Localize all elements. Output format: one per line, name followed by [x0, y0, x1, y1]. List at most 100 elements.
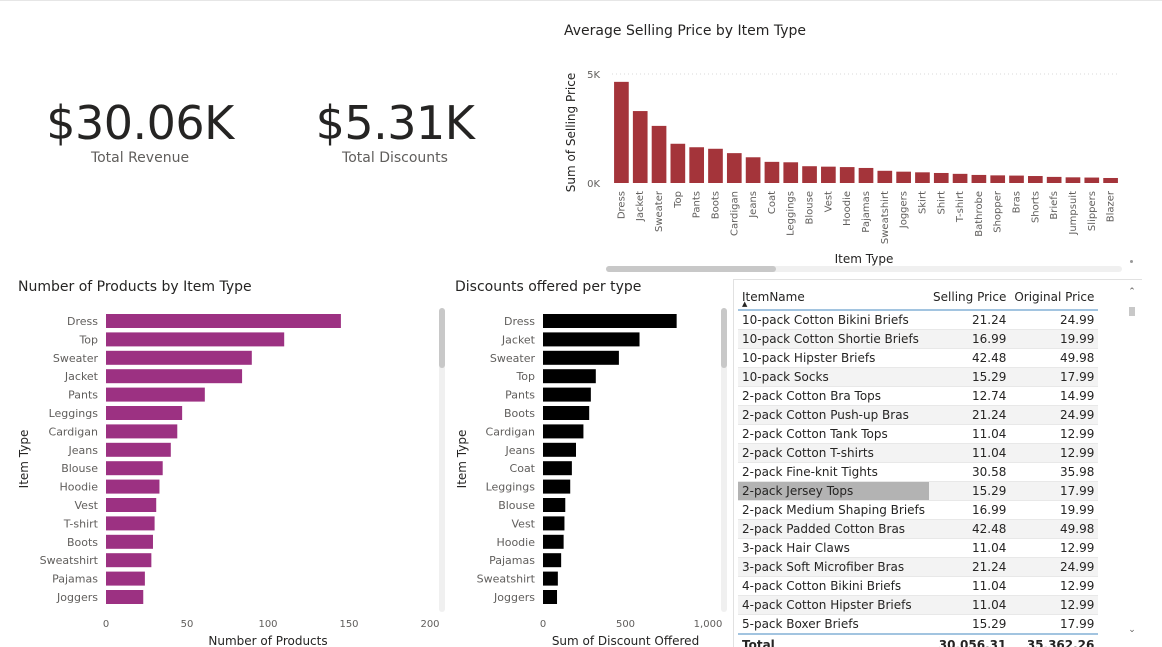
- bar[interactable]: [543, 479, 571, 494]
- bar[interactable]: [990, 175, 1006, 183]
- cell-selling-price: 42.48: [929, 519, 1011, 539]
- table-row[interactable]: 10-pack Socks 15.29 17.99: [738, 367, 1099, 387]
- bar[interactable]: [543, 498, 566, 512]
- bar[interactable]: [106, 479, 160, 494]
- table-row[interactable]: 2-pack Cotton Bra Tops 12.74 14.99: [738, 386, 1099, 406]
- bar[interactable]: [106, 350, 252, 365]
- bar[interactable]: [670, 143, 686, 183]
- scroll-up-icon[interactable]: ⌃: [1128, 287, 1136, 297]
- bar[interactable]: [543, 461, 572, 476]
- bar[interactable]: [106, 534, 153, 549]
- bar[interactable]: [106, 553, 152, 568]
- bar[interactable]: [106, 590, 144, 604]
- bar[interactable]: [933, 172, 949, 183]
- bar[interactable]: [543, 442, 576, 457]
- table-row[interactable]: 2-pack Jersey Tops 15.29 17.99: [738, 481, 1099, 501]
- table-row[interactable]: 3-pack Soft Microfiber Bras 21.24 24.99: [738, 557, 1099, 577]
- avg-price-chart-hscrollbar[interactable]: [606, 266, 1122, 272]
- bar[interactable]: [106, 332, 285, 347]
- scroll-down-icon[interactable]: ⌄: [1128, 625, 1136, 635]
- bar[interactable]: [614, 81, 629, 183]
- bar[interactable]: [1009, 175, 1024, 183]
- y-tick-label: Leggings: [486, 481, 536, 494]
- discounts-chart-vscrollbar[interactable]: [721, 308, 727, 612]
- items-table-visual[interactable]: ItemName ▲ Selling Price Original Price 1…: [733, 279, 1142, 647]
- bar[interactable]: [1103, 177, 1118, 183]
- bar[interactable]: [896, 171, 911, 183]
- bar[interactable]: [106, 442, 171, 457]
- table-row[interactable]: 10-pack Cotton Bikini Briefs 21.24 24.99: [738, 310, 1099, 330]
- bar[interactable]: [915, 172, 930, 183]
- bar[interactable]: [106, 498, 157, 512]
- column-header-original-price[interactable]: Original Price: [1010, 284, 1099, 311]
- table-row[interactable]: 10-pack Hipster Briefs 42.48 49.98: [738, 348, 1099, 368]
- table-row[interactable]: 2-pack Padded Cotton Bras 42.48 49.98: [738, 519, 1099, 539]
- scrollbar-thumb[interactable]: [439, 308, 445, 368]
- bar[interactable]: [858, 167, 874, 183]
- bar[interactable]: [783, 162, 799, 183]
- bar[interactable]: [543, 332, 640, 347]
- table-row[interactable]: 2-pack Medium Shaping Briefs 16.99 19.99: [738, 500, 1099, 520]
- bar[interactable]: [952, 173, 968, 183]
- bar[interactable]: [543, 553, 562, 568]
- scrollbar-thumb[interactable]: [721, 308, 727, 368]
- bar[interactable]: [632, 111, 648, 183]
- column-header-selling-price[interactable]: Selling Price: [929, 284, 1011, 311]
- bar[interactable]: [106, 387, 205, 402]
- bar[interactable]: [106, 461, 163, 476]
- table-row[interactable]: 2-pack Cotton Push-up Bras 21.24 24.99: [738, 405, 1099, 425]
- table-row[interactable]: 2-pack Cotton Tank Tops 11.04 12.99: [738, 424, 1099, 444]
- bar[interactable]: [543, 406, 590, 420]
- table-row[interactable]: 2-pack Fine-knit Tights 30.58 35.98: [738, 462, 1099, 482]
- bar[interactable]: [543, 516, 565, 531]
- more-options-dot[interactable]: [1130, 260, 1133, 263]
- table-vscrollbar[interactable]: ⌃ ⌄: [1127, 287, 1137, 635]
- bar[interactable]: [689, 147, 705, 183]
- bar[interactable]: [543, 350, 619, 365]
- bar[interactable]: [106, 369, 243, 384]
- table-row[interactable]: 4-pack Cotton Bikini Briefs 11.04 12.99: [738, 576, 1099, 596]
- bar[interactable]: [726, 153, 742, 183]
- bar[interactable]: [543, 534, 564, 549]
- bar[interactable]: [543, 314, 677, 328]
- bar[interactable]: [1084, 177, 1100, 183]
- bar[interactable]: [821, 166, 836, 183]
- bar[interactable]: [543, 424, 584, 439]
- bar[interactable]: [106, 424, 178, 439]
- bar[interactable]: [543, 590, 558, 604]
- table-row[interactable]: 4-pack Cotton Hipster Briefs 11.04 12.99: [738, 595, 1099, 615]
- scrollbar-thumb[interactable]: [1129, 307, 1135, 316]
- bar[interactable]: [971, 174, 987, 183]
- bar[interactable]: [839, 167, 855, 183]
- bar[interactable]: [764, 161, 780, 183]
- table-row[interactable]: 2-pack Cotton T-shirts 11.04 12.99: [738, 443, 1099, 463]
- products-chart-vscrollbar[interactable]: [439, 308, 445, 612]
- avg-price-chart[interactable]: 0K 5K Sum of Selling Price Dress Jacket Sweat…: [560, 50, 1140, 270]
- bar[interactable]: [802, 166, 817, 183]
- table-row[interactable]: 3-pack Hair Claws 11.04 12.99: [738, 538, 1099, 558]
- kpi-total-discounts[interactable]: $5.31K Total Discounts: [295, 96, 495, 166]
- scrollbar-thumb[interactable]: [606, 266, 776, 272]
- bar[interactable]: [1027, 176, 1043, 183]
- column-header-itemname[interactable]: ItemName ▲: [738, 284, 930, 311]
- items-table[interactable]: ItemName ▲ Selling Price Original Price 1…: [738, 284, 1099, 647]
- bar[interactable]: [745, 157, 761, 183]
- bar[interactable]: [543, 571, 558, 586]
- bar[interactable]: [106, 314, 341, 328]
- bar[interactable]: [106, 516, 155, 531]
- bar[interactable]: [708, 148, 723, 183]
- bar[interactable]: [877, 170, 893, 183]
- bar[interactable]: [543, 387, 591, 402]
- bar[interactable]: [1065, 177, 1081, 183]
- table-row[interactable]: 5-pack Boxer Briefs 15.29 17.99: [738, 614, 1099, 635]
- bar[interactable]: [106, 406, 183, 420]
- bar[interactable]: [106, 571, 145, 586]
- table-row[interactable]: 10-pack Cotton Shortie Briefs 16.99 19.99: [738, 329, 1099, 349]
- kpi-total-revenue[interactable]: $30.06K Total Revenue: [40, 96, 240, 166]
- products-chart[interactable]: Dress Top Sweater Jacket Pants Leggings Cardig…: [10, 300, 440, 646]
- bar[interactable]: [1046, 176, 1062, 183]
- cell-item-name: 10-pack Socks: [738, 367, 930, 387]
- discounts-chart[interactable]: Dress Jacket Sweater Top Pants Boots Cardigan J…: [450, 300, 730, 646]
- bar[interactable]: [543, 369, 596, 384]
- bar[interactable]: [651, 125, 667, 183]
